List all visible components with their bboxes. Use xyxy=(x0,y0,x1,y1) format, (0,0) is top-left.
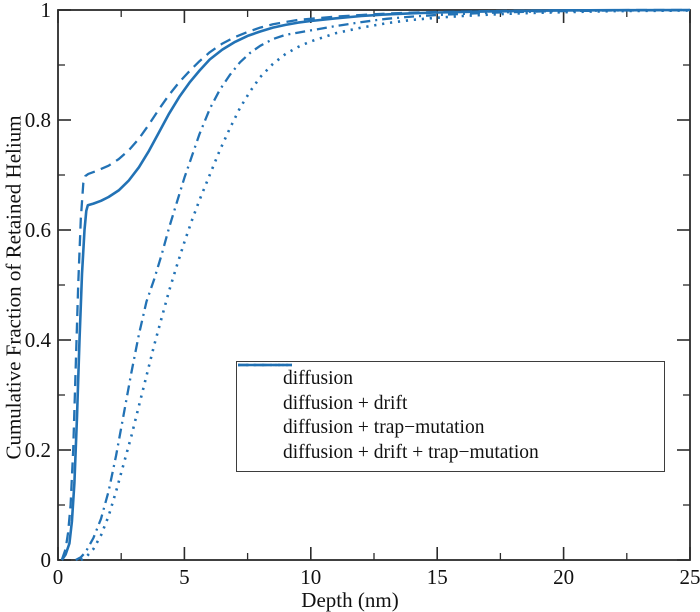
y-tick-label: 0.8 xyxy=(25,108,51,132)
series-dash-dot-line xyxy=(75,9,691,562)
x-tick-label: 15 xyxy=(427,565,448,589)
y-tick-label: 0 xyxy=(41,548,52,572)
legend-label: diffusion + drift + trap−mutation xyxy=(283,441,539,463)
legend: diffusion diffusion + drift diffusion + tr… xyxy=(236,361,665,472)
series-dashed-line xyxy=(60,8,691,561)
y-axis-title: Cumulative Fraction of Retained Helium xyxy=(1,115,26,460)
x-tick-label: 10 xyxy=(300,565,321,589)
series-dotted-line xyxy=(80,9,691,562)
legend-item: diffusion + drift + trap−mutation xyxy=(238,363,664,464)
x-axis-title: Depth (nm) xyxy=(301,588,399,612)
solid-line-sample-icon xyxy=(238,363,292,367)
x-tick-label: 0 xyxy=(53,565,64,589)
x-tick-label: 25 xyxy=(680,565,700,589)
legend-item: diffusion + drift xyxy=(238,363,664,415)
y-tick-label: 0.6 xyxy=(25,218,51,242)
legend-item: diffusion + trap−mutation xyxy=(238,363,664,439)
x-tick-label: 20 xyxy=(553,565,574,589)
x-tick-label: 5 xyxy=(179,565,190,589)
y-tick-label: 1 xyxy=(41,0,52,22)
y-tick-label: 0.2 xyxy=(25,438,51,462)
legend-label: diffusion + drift xyxy=(283,392,408,414)
legend-label: diffusion + trap−mutation xyxy=(283,417,485,439)
series-solid-line xyxy=(60,8,691,561)
legend-item: diffusion xyxy=(238,363,664,390)
legend-label: diffusion xyxy=(283,368,354,390)
y-tick-label: 0.4 xyxy=(25,328,52,352)
